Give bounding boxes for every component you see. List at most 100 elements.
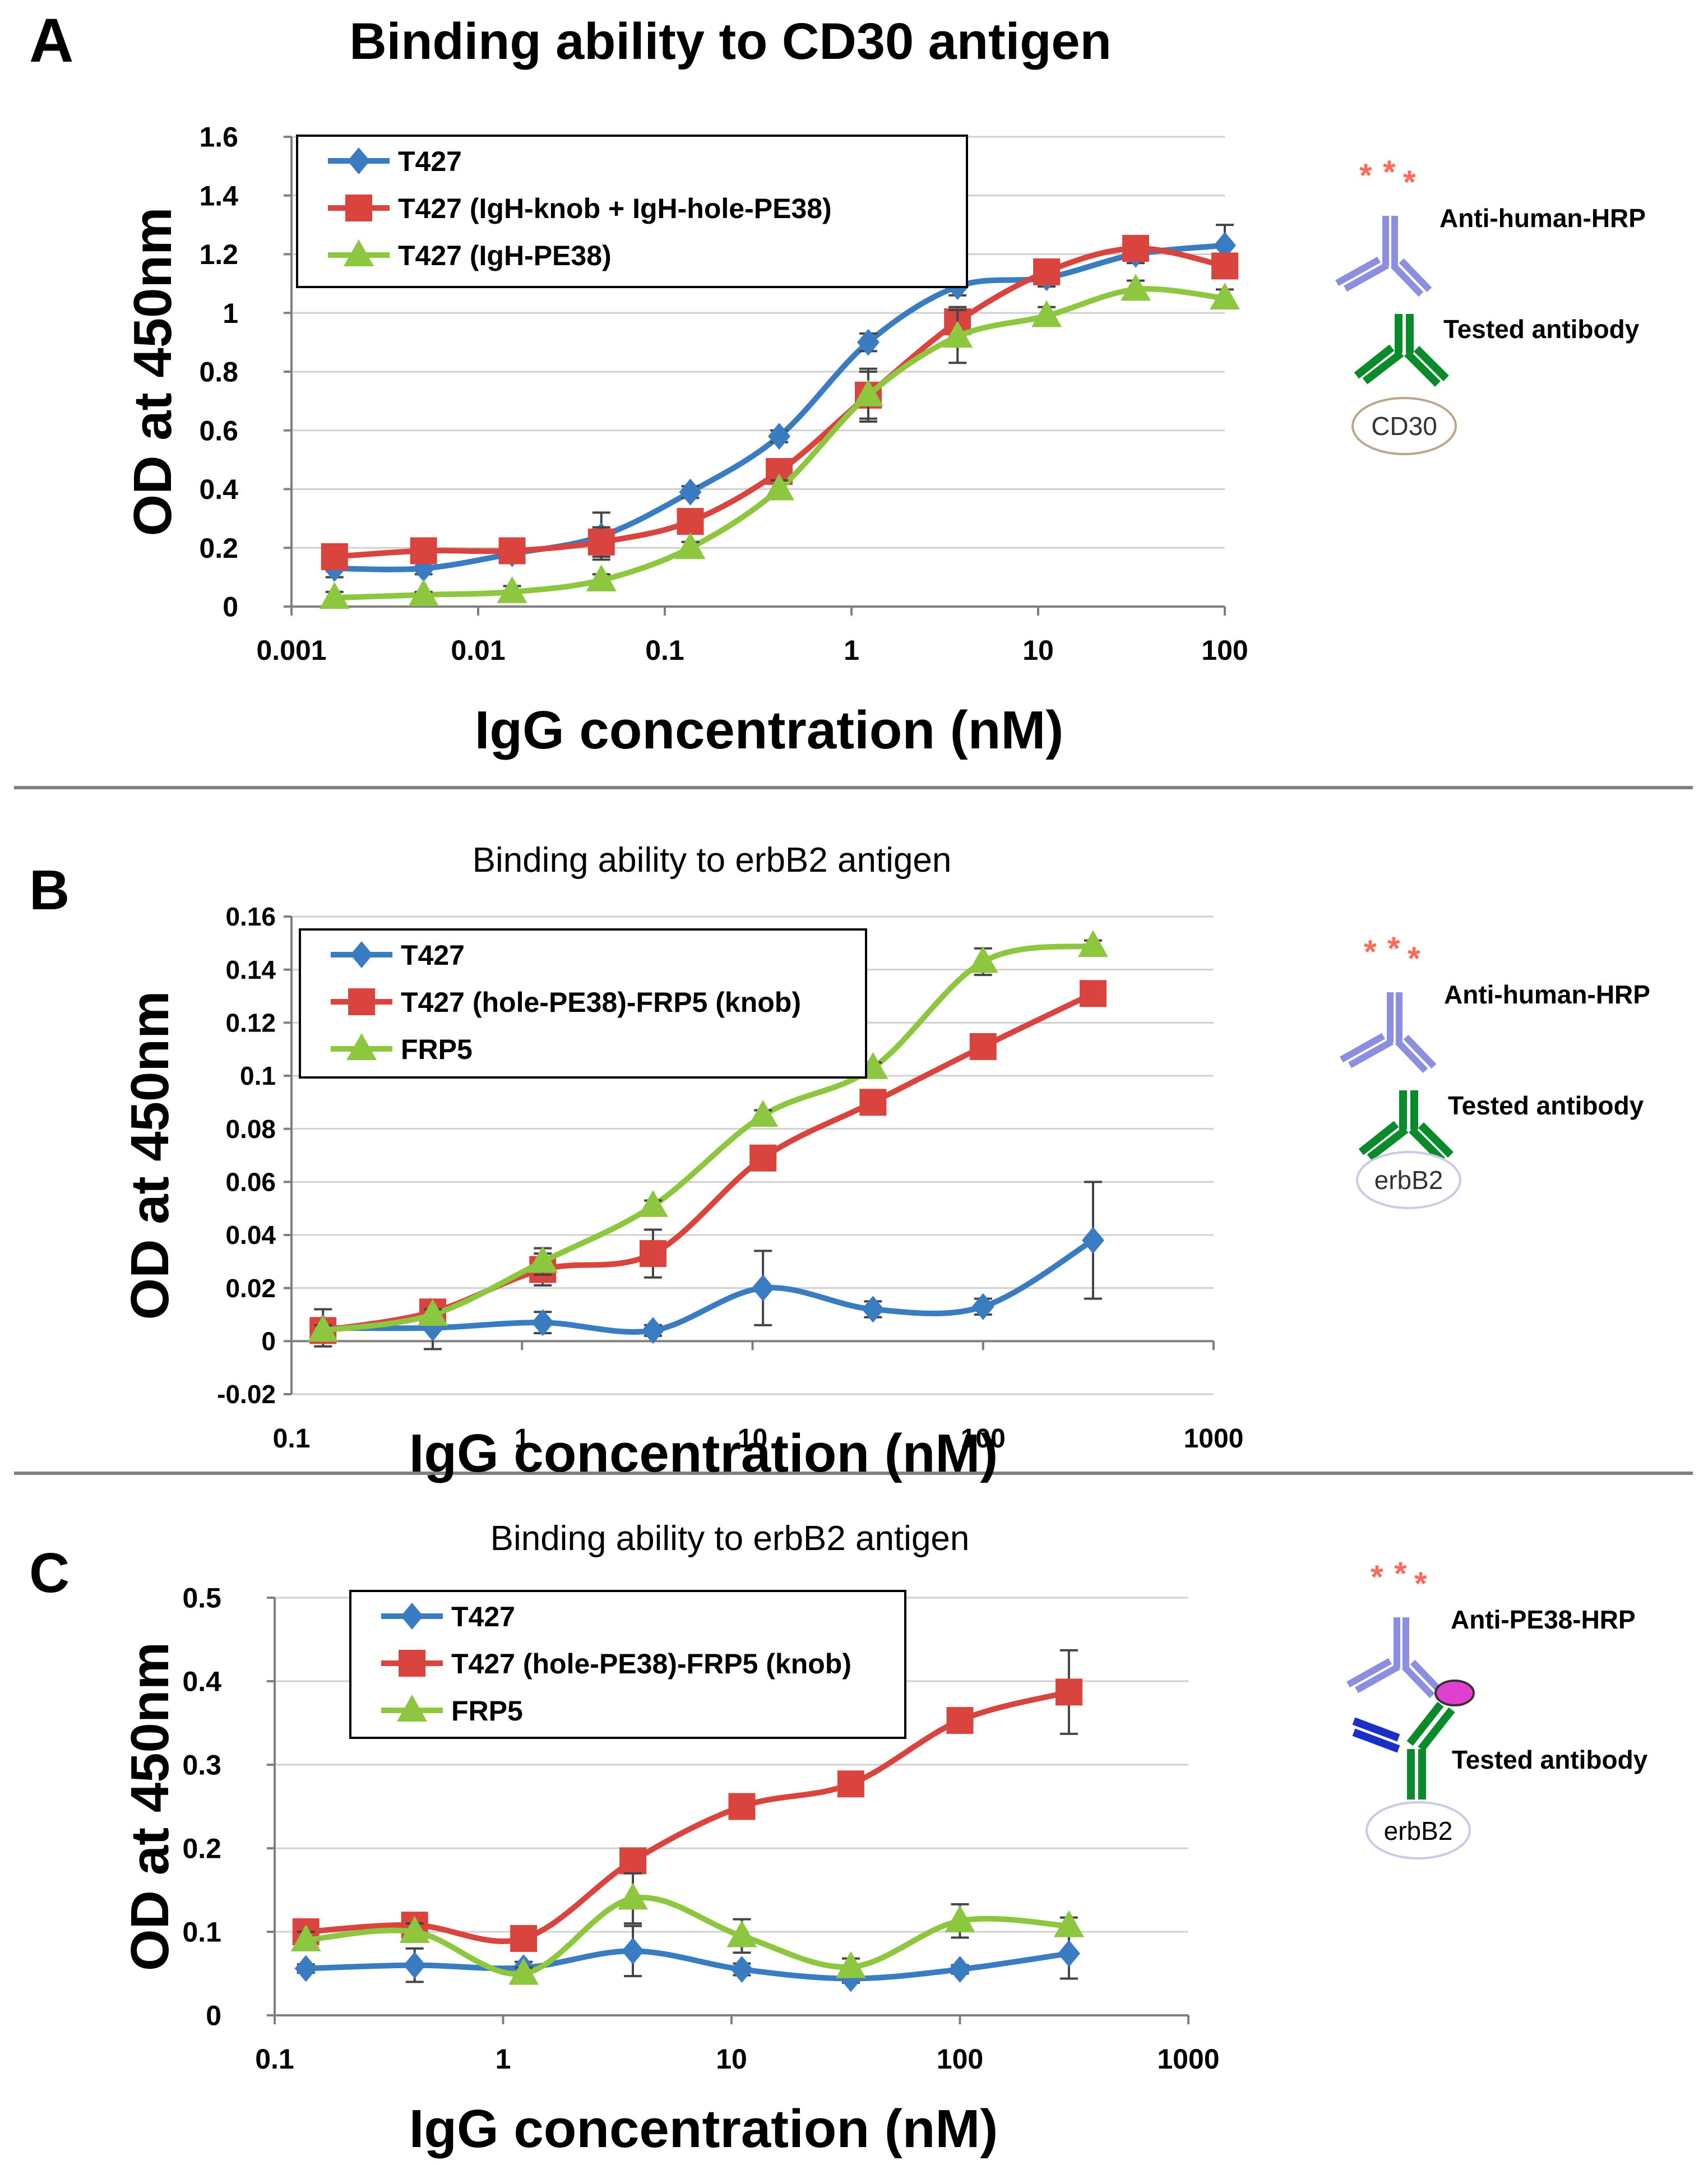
data-point: [641, 1317, 664, 1344]
secondary-antibody-icon: [1395, 1039, 1428, 1074]
y-tick-label: 0.2: [199, 533, 238, 564]
hrp-star-icon: *: [1383, 154, 1396, 191]
legend-item: T427: [381, 1601, 515, 1632]
data-point: [510, 1925, 538, 1952]
chart-title: Binding ability to erbB2 antigen: [473, 841, 952, 880]
chart-title: Binding ability to erbB2 antigen: [490, 1519, 970, 1558]
series-frp5: [290, 1872, 1084, 1985]
data-point: [637, 1190, 668, 1217]
data-point: [1033, 258, 1061, 285]
legend: T427 T427 (IgH-knob + IgH-hole-PE38) T427 …: [296, 135, 968, 288]
series-line: [322, 943, 1094, 1334]
y-tick-label: 0.04: [225, 1220, 276, 1250]
data-point: [418, 1299, 448, 1326]
legend-item: T427 (IgH-knob + IgH-hole-PE38): [328, 193, 832, 224]
data-point: [1031, 300, 1062, 327]
legend-label: T427: [401, 940, 465, 971]
secondary-antibody-icon: [1390, 262, 1424, 297]
data-point: [942, 321, 973, 348]
data-point: [728, 1793, 756, 1820]
tested-antibody-icon: [1418, 1707, 1455, 1752]
x-tick-label: 1000: [1184, 1424, 1244, 1454]
tested-antibody-icon: [1352, 1728, 1400, 1753]
tested-antibody-icon: [1409, 1127, 1445, 1163]
chart-panel-b: B Binding ability to erbB2 antigen -0.02 0 0…: [29, 841, 1650, 1483]
data-point: [835, 1951, 866, 1978]
data-point: [969, 1033, 997, 1060]
secondary-antibody-icon: [1346, 1658, 1392, 1688]
y-tick-label: 0.2: [182, 1833, 221, 1865]
secondary-antibody-icon: [1340, 1033, 1385, 1063]
panel-label: C: [29, 1542, 70, 1604]
data-point: [1053, 1910, 1084, 1937]
tested-antibody-icon: [1367, 1126, 1409, 1161]
legend: T427 T427 (hole-PE38)-FRP5 (knob) FRP5: [349, 1590, 906, 1739]
y-tick-label: 0.16: [225, 902, 276, 931]
secondary-antibody-icon: [1335, 256, 1381, 286]
y-tick-label: 0.4: [182, 1666, 221, 1697]
antigen-label: CD30: [1371, 411, 1437, 441]
legend-item: FRP5: [331, 1033, 473, 1065]
series-line: [306, 1689, 1070, 1944]
legend-label: T427 (IgH-PE38): [398, 240, 612, 271]
hrp-star-icon: *: [1364, 934, 1377, 970]
data-point: [752, 1274, 775, 1302]
data-point: [726, 1920, 757, 1947]
legend-item: T427 (IgH-PE38): [328, 239, 612, 271]
y-tick-label: 0.14: [225, 955, 276, 984]
legend-swatch-marker: [344, 239, 374, 266]
tested-antibody-icon: [1418, 1122, 1454, 1158]
legend-swatch-marker: [345, 195, 372, 221]
x-tick-label: 0.01: [451, 635, 505, 666]
antigen-icon: [1356, 1151, 1461, 1209]
y-axis-title: OD at 450nm: [123, 207, 183, 536]
y-tick-label: 0.1: [182, 1917, 221, 1948]
data-point: [639, 1240, 666, 1267]
data-point: [587, 528, 615, 556]
legend-label: FRP5: [451, 1695, 523, 1727]
data-point: [764, 473, 795, 501]
x-tick-label: 10: [716, 2043, 747, 2075]
legend-swatch-marker: [348, 988, 375, 1015]
data-point: [1122, 235, 1149, 262]
x-tick-label: 1000: [1157, 2043, 1219, 2075]
legend-item: T427: [331, 940, 465, 971]
tested-antibody-icon: [1406, 1701, 1444, 1746]
legend-swatch-marker: [399, 1650, 425, 1677]
x-tick-label: 1: [515, 1424, 530, 1454]
x-axis-title: IgG concentration (nM): [409, 1423, 998, 1483]
legend-label: T427: [398, 146, 462, 177]
data-point: [531, 1309, 554, 1336]
secondary-antibody-icon: [1403, 1034, 1437, 1069]
secondary-antibody-icon: [1410, 1659, 1443, 1694]
data-point: [308, 1315, 339, 1342]
data-point: [1057, 1940, 1080, 1967]
tested-antibody-icon: [1404, 350, 1441, 387]
data-point: [853, 379, 883, 406]
y-tick-label: 0.02: [225, 1274, 276, 1303]
diagram-top-label: Anti-human-HRP: [1439, 203, 1646, 233]
legend-box: [299, 928, 867, 1079]
x-tick-label: 0.1: [645, 635, 684, 666]
data-point: [618, 1882, 649, 1910]
hrp-star-icon: *: [1403, 164, 1416, 201]
legend-label: T427: [451, 1601, 515, 1632]
data-point: [408, 579, 439, 607]
y-tick-label: -0.02: [217, 1380, 276, 1409]
data-point: [619, 1847, 647, 1875]
legend-label: T427 (IgH-knob + IgH-hole-PE38): [398, 193, 832, 224]
data-point: [857, 329, 880, 356]
x-tick-label: 100: [961, 1424, 1006, 1454]
legend-item: FRP5: [381, 1695, 523, 1727]
data-point: [1081, 1227, 1104, 1254]
data-point: [508, 1958, 539, 1985]
data-point: [675, 532, 706, 559]
y-tick-label: 0.8: [199, 357, 238, 388]
data-point: [1210, 283, 1240, 310]
x-tick-label: 100: [1201, 635, 1248, 666]
y-tick-label: 0.06: [225, 1167, 276, 1196]
legend-swatch-marker: [350, 941, 373, 968]
y-tick-label: 1.4: [199, 180, 238, 211]
